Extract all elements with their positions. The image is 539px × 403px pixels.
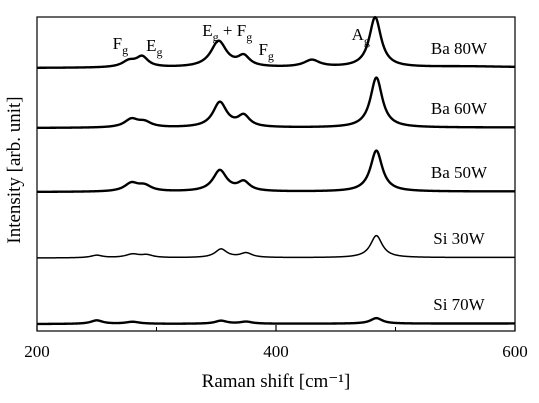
x-tick-label-400: 400 [263,342,289,361]
series-line-ba-50w [36,149,516,194]
series-labels: Ba 80W Ba 60W Ba 50W Si 30W Si 70W [431,39,488,314]
peak-label-1: Eg [146,36,162,59]
y-axis-label: Intensity [arb. unit] [4,96,25,243]
peak-label-2: Eg + Fg [202,21,252,44]
peak-label-3: Fg [258,40,273,63]
x-tick-label-600: 600 [502,342,528,361]
series-line-si-30w [36,234,516,259]
x-axis-label: Raman shift [cm⁻¹] [202,371,351,392]
series-line-ba-60w [36,76,516,130]
series-line-ba-80w [36,15,516,69]
series-label-ba-80w: Ba 80W [431,39,488,58]
series-layer [36,15,516,326]
peak-labels: Fg Eg Eg + Fg Fg Ag [113,21,370,63]
x-tick-label-200: 200 [24,342,50,361]
series-line-si-70w [36,316,516,326]
ticks-layer: 200 400 600 [24,325,528,361]
series-label-si-70w: Si 70W [433,295,485,314]
series-label-ba-50w: Ba 50W [431,163,488,182]
series-label-si-30w: Si 30W [433,229,485,248]
series-label-ba-60w: Ba 60W [431,99,488,118]
peak-label-0: Fg [113,34,128,57]
peak-label-4: Ag [352,25,370,48]
